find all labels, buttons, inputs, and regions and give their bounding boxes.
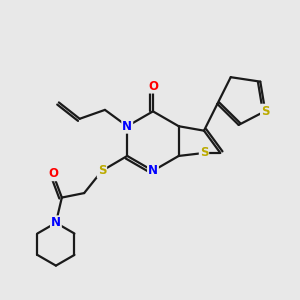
Text: N: N (51, 216, 61, 229)
Text: N: N (122, 120, 132, 133)
Text: N: N (148, 164, 158, 177)
Text: O: O (148, 80, 158, 93)
Text: S: S (200, 146, 208, 160)
Text: O: O (48, 167, 58, 180)
Text: S: S (261, 105, 269, 118)
Text: S: S (98, 164, 106, 177)
